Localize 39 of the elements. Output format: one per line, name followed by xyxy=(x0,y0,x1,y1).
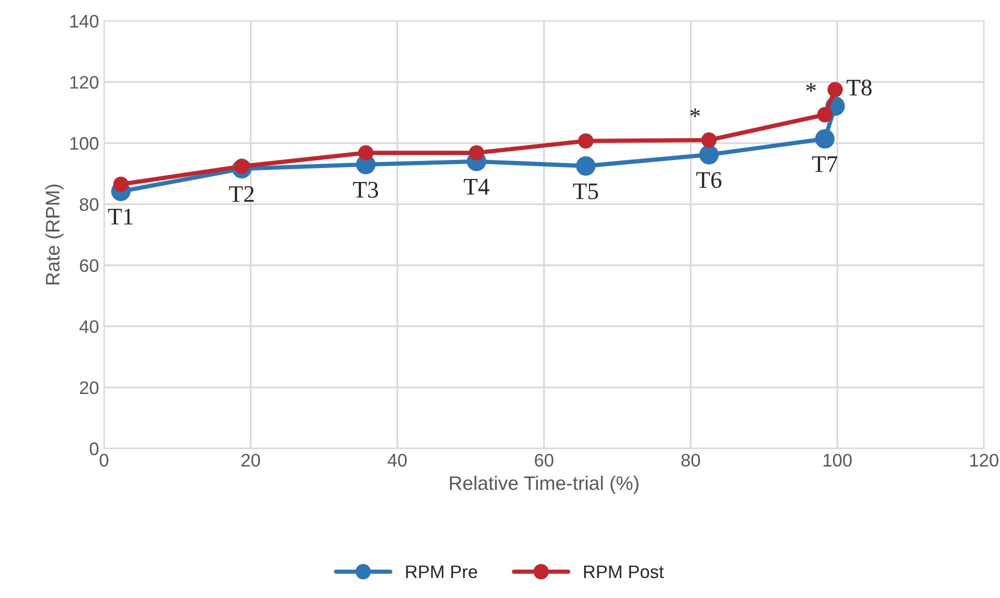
annotation: T7 xyxy=(812,156,838,172)
x-tick-label: 20 xyxy=(242,454,260,467)
x-tick-label: 100 xyxy=(824,454,852,467)
y-tick-label: 100 xyxy=(70,137,98,150)
y-tick-label: 20 xyxy=(80,381,98,394)
x-tick-label: 60 xyxy=(534,454,554,467)
annotation: T8 xyxy=(846,80,872,96)
legend-label: RPM Post xyxy=(584,566,664,578)
x-tick-label: 0 xyxy=(100,454,108,467)
annotation: * xyxy=(806,83,816,92)
point xyxy=(701,132,717,148)
y-tick-label: 80 xyxy=(80,198,98,211)
y-tick-label: 120 xyxy=(70,76,98,89)
annotation: * xyxy=(690,108,700,118)
point xyxy=(468,145,484,161)
x-tick-label: 120 xyxy=(970,454,998,467)
y-tick-label: 40 xyxy=(79,320,98,334)
annotation: T5 xyxy=(573,184,598,200)
annotation: T4 xyxy=(464,178,490,194)
point xyxy=(358,145,374,161)
annotation: T2 xyxy=(229,186,254,202)
x-tick-label: 80 xyxy=(681,454,700,467)
y-tick-label: 0 xyxy=(90,442,98,456)
x-axis-title: Relative Time-trial (%) xyxy=(450,476,638,494)
annotation: T6 xyxy=(696,172,722,188)
point xyxy=(817,107,833,122)
point xyxy=(699,144,719,164)
legend-label: RPM Pre xyxy=(406,566,478,578)
point xyxy=(827,82,843,98)
y-tick-label: 60 xyxy=(80,259,98,272)
point xyxy=(113,176,129,192)
y-tick-label: 140 xyxy=(70,14,98,28)
x-tick-label: 40 xyxy=(388,454,407,467)
annotation: T1 xyxy=(108,208,133,224)
point xyxy=(578,133,594,149)
y-axis-title: Rate (RPM) xyxy=(45,184,64,284)
point xyxy=(576,156,596,176)
point xyxy=(815,129,835,149)
annotation: T3 xyxy=(353,182,378,198)
